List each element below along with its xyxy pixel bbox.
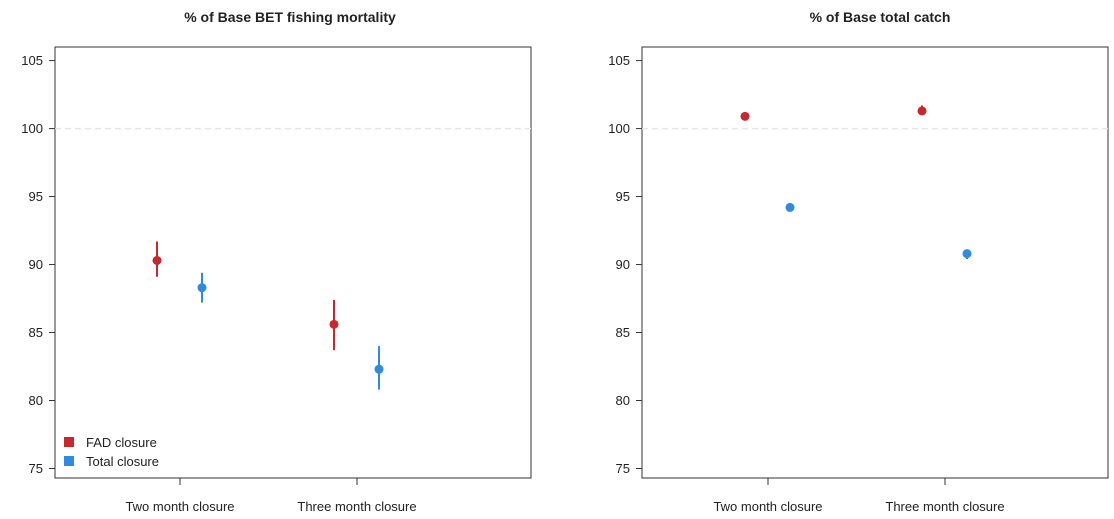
data-point-total-closure [374, 364, 384, 374]
y-tick-label: 90 [29, 257, 43, 272]
plot-frame [54, 46, 532, 479]
plot-marks: 75 80 85 90 95 100 105 Two month closure Three m… [21, 53, 531, 514]
y-tick-label: 75 [29, 461, 43, 476]
legend-swatch-total-closure [64, 456, 74, 466]
data-point-fad-closure [152, 255, 162, 265]
y-tick-label: 95 [29, 189, 43, 204]
data-point-fad-closure [917, 106, 927, 116]
data-point-fad-closure [329, 319, 339, 329]
y-tick-label: 100 [21, 121, 43, 136]
x-tick-label-three-month-closure: Three month closure [885, 499, 1004, 514]
x-tick-label-two-month-closure: Two month closure [713, 499, 822, 514]
legend-label-total-closure: Total closure [86, 454, 159, 469]
data-point-total-closure [197, 283, 207, 293]
data-point-fad-closure [740, 111, 750, 121]
chart-title: % of Base total catch [810, 9, 951, 25]
plot-frame [641, 46, 1109, 479]
legend: FAD closure Total closure [64, 435, 159, 469]
fishing-mortality-chart: % of Base BET fishing mortality 75 80 85 90… [21, 9, 532, 514]
legend-swatch-fad-closure [64, 437, 74, 447]
x-tick-label-three-month-closure: Three month closure [297, 499, 416, 514]
plot-marks: 75 80 85 90 95 100 105 Two month closure Three m… [608, 53, 1108, 514]
y-tick-label: 95 [616, 189, 630, 204]
y-tick-label: 105 [608, 53, 630, 68]
y-tick-label: 80 [29, 393, 43, 408]
data-point-total-closure [785, 202, 795, 212]
chart-title: % of Base BET fishing mortality [184, 9, 396, 25]
legend-label-fad-closure: FAD closure [86, 435, 157, 450]
x-tick-label-two-month-closure: Two month closure [125, 499, 234, 514]
data-point-total-closure [962, 249, 972, 259]
total-catch-chart: % of Base total catch 75 80 85 90 95 100 105 Tw… [608, 9, 1109, 514]
y-tick-label: 105 [21, 53, 43, 68]
y-tick-label: 90 [616, 257, 630, 272]
y-tick-label: 80 [616, 393, 630, 408]
y-tick-label: 100 [608, 121, 630, 136]
y-tick-label: 85 [29, 325, 43, 340]
y-tick-label: 75 [616, 461, 630, 476]
y-tick-label: 85 [616, 325, 630, 340]
